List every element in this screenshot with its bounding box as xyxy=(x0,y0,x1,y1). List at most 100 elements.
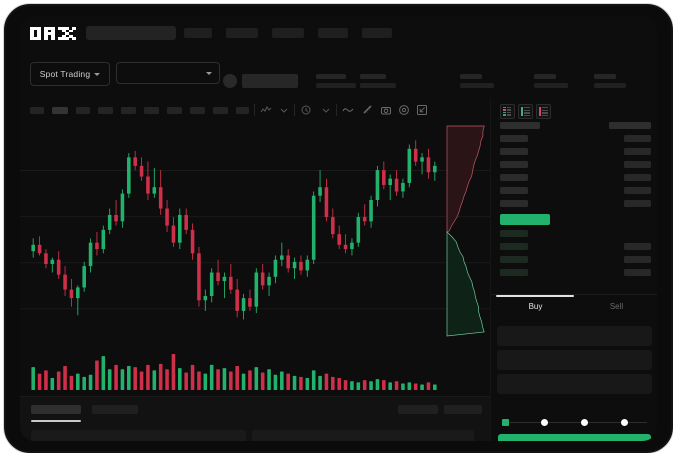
mode-selector[interactable]: Spot Trading xyxy=(30,62,110,86)
nav-item-4[interactable] xyxy=(318,28,348,38)
timeframe-5[interactable] xyxy=(121,107,136,114)
ask-row[interactable] xyxy=(500,174,528,181)
mode-selector-label: Spot Trading xyxy=(39,69,91,79)
order-book-col-header-qty xyxy=(609,122,651,129)
chevron-down-icon xyxy=(206,71,212,75)
timeframe-1[interactable] xyxy=(30,107,44,114)
ask-row-qty xyxy=(624,174,651,181)
timeframe-4[interactable] xyxy=(98,107,113,114)
search-input[interactable] xyxy=(86,26,176,40)
tab-order-history[interactable] xyxy=(92,405,138,414)
line-chart-icon[interactable] xyxy=(342,104,354,116)
ask-row[interactable] xyxy=(500,135,528,142)
total-field[interactable] xyxy=(497,374,652,394)
pair-selector[interactable] xyxy=(116,62,220,84)
tab-open-orders[interactable] xyxy=(31,405,81,414)
ask-row-qty xyxy=(624,187,651,194)
indicators-icon[interactable] xyxy=(260,104,272,116)
timeframe-2[interactable] xyxy=(52,107,68,114)
order-book-col-header-price xyxy=(500,122,540,129)
ruler-icon[interactable] xyxy=(362,104,374,116)
ask-row-qty xyxy=(624,148,651,155)
bid-row-qty xyxy=(624,243,651,250)
nav-item-2[interactable] xyxy=(226,28,258,38)
okx-logo-icon[interactable] xyxy=(30,27,77,41)
ask-row[interactable] xyxy=(500,187,528,194)
bid-row-qty xyxy=(624,269,651,276)
bottom-panel-right xyxy=(252,430,474,441)
depth-bid-area xyxy=(446,231,485,337)
chevron-down-icon xyxy=(94,72,101,76)
pair-name[interactable] xyxy=(242,74,298,88)
nav-item-1[interactable] xyxy=(184,28,212,38)
tab-buy[interactable]: Buy xyxy=(528,302,543,311)
bid-row[interactable] xyxy=(500,269,528,276)
ask-row[interactable] xyxy=(500,148,528,155)
settings-icon[interactable] xyxy=(398,104,410,116)
submit-order-button[interactable] xyxy=(498,434,651,441)
step-1[interactable] xyxy=(541,418,548,426)
bid-row-qty xyxy=(624,256,651,263)
bottom-action-2[interactable] xyxy=(444,405,482,414)
price-field[interactable] xyxy=(497,326,652,346)
stat-last-price xyxy=(316,74,356,88)
timeframe-3[interactable] xyxy=(76,107,90,114)
chevron-down-icon[interactable] xyxy=(278,104,290,116)
timeframe-8[interactable] xyxy=(190,107,205,114)
candlestick-chart-canvas xyxy=(20,140,490,320)
depth-ask-area xyxy=(446,125,485,233)
timeframe-9[interactable] xyxy=(213,107,228,114)
stepper-track xyxy=(505,422,647,424)
bottom-panel-left xyxy=(31,430,246,441)
depth-chart-canvas xyxy=(446,125,485,337)
ask-row-qty xyxy=(624,161,651,168)
coin-avatar xyxy=(223,74,237,88)
ask-row[interactable] xyxy=(500,161,528,168)
volume-histogram xyxy=(20,342,490,396)
stat-24h-high xyxy=(460,74,494,88)
ask-row-qty xyxy=(624,200,651,207)
timeframe-6[interactable] xyxy=(144,107,159,114)
orderbook-both-icon[interactable] xyxy=(500,104,515,119)
bid-row[interactable] xyxy=(500,230,528,237)
chevron-down-icon[interactable] xyxy=(320,104,332,116)
order-book-panel: Buy Sell xyxy=(490,98,657,441)
timeframe-10[interactable] xyxy=(236,107,249,114)
stat-24h-low xyxy=(534,74,568,88)
step-0[interactable] xyxy=(501,417,510,427)
timeframe-7[interactable] xyxy=(167,107,182,114)
orderbook-asks-icon[interactable] xyxy=(536,104,551,119)
volume-histogram-canvas xyxy=(31,354,437,390)
nav-item-5[interactable] xyxy=(362,28,392,38)
order-form-tabs: Buy Sell xyxy=(491,294,657,321)
candlestick-chart[interactable] xyxy=(20,122,490,342)
amount-field[interactable] xyxy=(497,350,652,370)
buy-tab-underline xyxy=(496,295,574,297)
bottom-action-1[interactable] xyxy=(398,405,438,414)
orders-panel xyxy=(20,396,490,441)
last-price-indicator xyxy=(500,214,550,225)
ask-row[interactable] xyxy=(500,200,528,207)
tab-sell[interactable]: Sell xyxy=(609,302,624,311)
bid-row[interactable] xyxy=(500,243,528,250)
step-2[interactable] xyxy=(581,418,588,426)
order-book-rows[interactable] xyxy=(491,122,657,292)
active-tab-underline xyxy=(31,420,81,422)
fullscreen-icon[interactable] xyxy=(416,104,428,116)
stat-24h-volume xyxy=(594,74,626,88)
app-screen: Spot Trading xyxy=(20,16,657,441)
ask-row-qty xyxy=(624,135,651,142)
orderbook-bids-icon[interactable] xyxy=(518,104,533,119)
device-frame: Spot Trading xyxy=(4,4,673,453)
stat-24h-change xyxy=(360,74,396,88)
order-stepper[interactable] xyxy=(497,416,653,430)
chart-gridlines xyxy=(20,170,490,310)
depth-chart xyxy=(445,122,490,342)
nav-item-3[interactable] xyxy=(272,28,304,38)
bid-row[interactable] xyxy=(500,256,528,263)
app-header xyxy=(20,16,657,50)
step-3[interactable] xyxy=(621,418,628,426)
camera-icon[interactable] xyxy=(380,104,392,116)
chart-candles xyxy=(31,140,437,320)
alert-icon[interactable] xyxy=(300,104,312,116)
